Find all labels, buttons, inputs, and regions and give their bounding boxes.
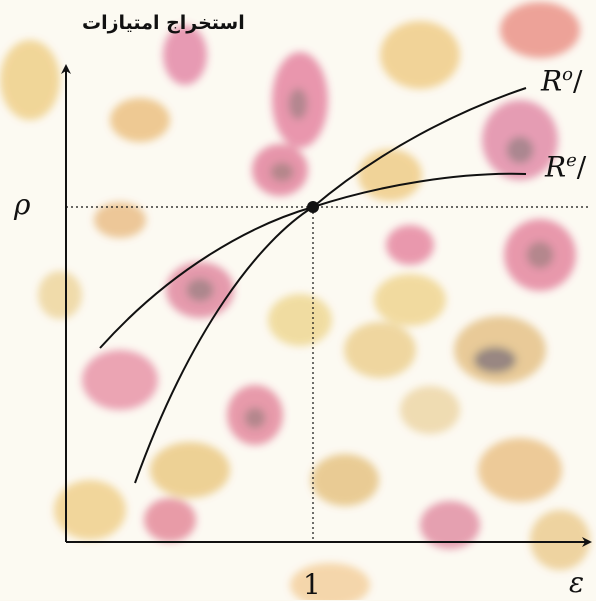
curve-r-e-suffix: / (576, 150, 587, 184)
curve-r-e-name: R (545, 150, 567, 184)
x-tick-label: 1 (303, 568, 321, 601)
equilibrium-point (307, 201, 319, 213)
curve-r-e-superscript: e (566, 150, 577, 171)
curve-r-o-name: R (541, 64, 563, 98)
curve-r-o-label: Ro/ (541, 64, 582, 97)
page-title: استخراج امتیازات (82, 12, 245, 34)
curve-r-o (134, 87, 527, 484)
curve-r-e (99, 172, 527, 349)
curve-r-e-label: Re/ (545, 150, 586, 183)
y-axis-label: ρ (14, 188, 31, 221)
curve-r-o-superscript: o (562, 64, 573, 85)
curve-r-o-suffix: / (572, 64, 583, 98)
x-axis-label: ε (569, 566, 585, 599)
